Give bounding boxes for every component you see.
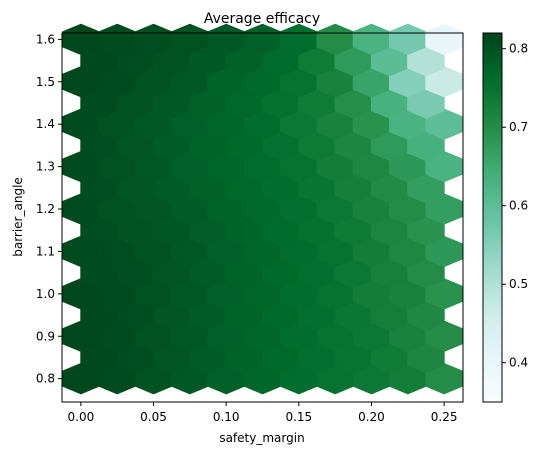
y-tick-label: 1.0 bbox=[36, 287, 55, 301]
hexbin-cells bbox=[62, 23, 463, 395]
y-tick-label: 0.8 bbox=[36, 372, 55, 386]
colorbar-tick-label: 0.8 bbox=[509, 42, 528, 56]
y-tick-label: 1.6 bbox=[36, 32, 55, 46]
colorbar-ticks: 0.4 0.5 0.6 0.7 0.8 bbox=[502, 42, 528, 370]
y-tick-label: 1.3 bbox=[36, 160, 55, 174]
colorbar-tick-label: 0.7 bbox=[509, 120, 528, 134]
x-tick-label: 0.05 bbox=[140, 410, 167, 424]
chart-title: Average efficacy bbox=[204, 11, 320, 27]
y-tick-label: 0.9 bbox=[36, 329, 55, 343]
y-axis-label: barrier_angle bbox=[11, 177, 25, 257]
x-tick-label: 0.15 bbox=[285, 410, 312, 424]
x-tick-label: 0.10 bbox=[213, 410, 240, 424]
y-axis: 0.8 0.9 1.0 1.1 1.2 1.3 1.4 1.5 1.6 bbox=[36, 32, 62, 386]
x-axis-label: safety_margin bbox=[219, 431, 304, 445]
x-tick-label: 0.00 bbox=[68, 410, 95, 424]
y-tick-label: 1.4 bbox=[36, 117, 55, 131]
y-tick-label: 1.1 bbox=[36, 244, 55, 258]
y-tick-label: 1.5 bbox=[36, 75, 55, 89]
x-tick-label: 0.25 bbox=[431, 410, 458, 424]
colorbar-tick-label: 0.6 bbox=[509, 199, 528, 213]
hex-cell bbox=[425, 23, 463, 56]
colorbar-tick-label: 0.5 bbox=[509, 277, 528, 291]
y-tick-label: 1.2 bbox=[36, 202, 55, 216]
plot-frame bbox=[61, 32, 464, 403]
x-tick-label: 0.20 bbox=[358, 410, 385, 424]
colorbar-tick-label: 0.4 bbox=[509, 356, 528, 370]
colorbar bbox=[482, 32, 503, 403]
x-axis: 0.00 0.05 0.10 0.15 0.20 0.25 bbox=[68, 402, 458, 424]
